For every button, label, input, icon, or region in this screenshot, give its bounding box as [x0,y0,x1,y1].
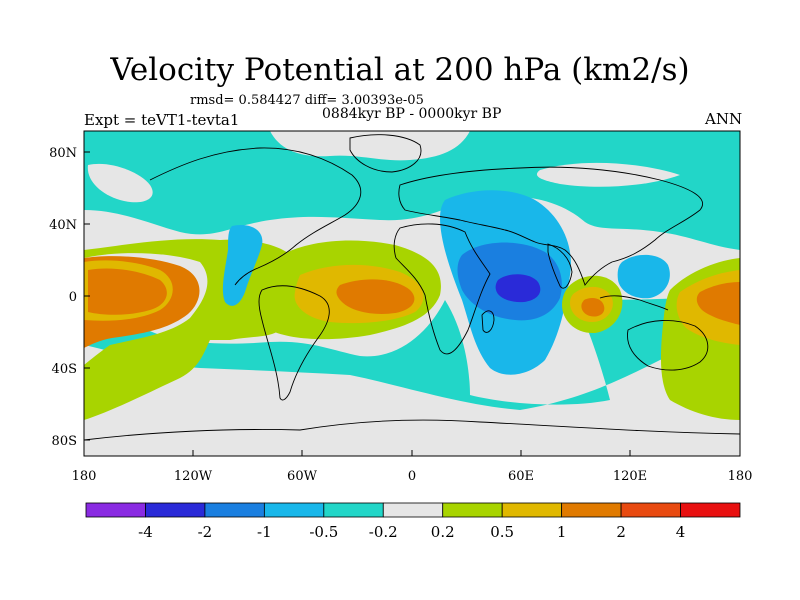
colorbar: -4 -2 -1 -0.5 -0.2 0.2 0.5 1 2 4 [85,502,741,541]
colorbar-label: 0.5 [490,523,514,541]
colorbar-swatch [680,502,741,518]
contour-cyan-south [84,295,740,410]
colorbar-label: 2 [616,523,626,541]
colorbar-swatch [442,502,503,518]
colorbar-swatch [382,502,444,518]
experiment-label: Expt = teVT1-tevta1 [84,111,240,129]
colorbar-swatch [561,502,622,518]
map-title: Velocity Potential at 200 hPa (km2/s) [110,52,690,88]
lat-label: 40S [52,362,77,377]
period-text: 0884kyr BP - 0000kyr BP [322,106,502,122]
coast-india [547,243,573,289]
coast-north-america [149,147,362,286]
colorbar-swatch [145,502,206,518]
lon-label: 60E [508,469,534,484]
lat-label: 40N [49,218,77,233]
contour-darkblue-africa [495,274,541,303]
lon-axis: 180 120W 60W 0 60E 120E 180 [72,450,753,484]
coast-eurasia [398,166,703,286]
coastlines [84,134,740,441]
colorbar-label: -2 [198,523,213,541]
contour-field [84,131,740,456]
colorbar-swatch [263,502,325,518]
season-label: ANN [705,110,743,128]
colorbar-label: 1 [557,523,567,541]
lat-label: 80S [52,434,77,449]
contour-cyan-america [222,224,263,306]
lon-label: 180 [728,469,753,484]
coast-madagascar [481,310,495,333]
lon-label: 180 [72,469,97,484]
contour-red-west [88,268,167,315]
colorbar-swatch [323,502,384,518]
coast-antarctica [84,419,740,441]
colorbar-swatch [85,502,146,518]
lon-label: 60W [287,469,318,484]
coast-south-america [258,285,330,401]
colorbar-swatch [204,502,265,518]
colorbar-label: 0.2 [431,523,455,541]
contour-light-arctic [270,131,470,161]
lon-label: 120W [174,469,213,484]
lat-axis: 80N 40N 0 40S 80S [49,146,90,449]
colorbar-label: 4 [676,523,686,541]
contour-orange-east [696,282,740,325]
colorbar-label: -0.2 [369,523,398,541]
lat-label: 0 [69,290,77,305]
coast-greenland [349,134,422,173]
colorbar-label: -0.5 [309,523,338,541]
contour-darkorange-indian [581,298,605,317]
lat-label: 80N [49,146,77,161]
contour-orange-atlantic [336,279,415,314]
colorbar-label: -4 [138,523,153,541]
coast-africa [393,223,491,355]
contour-light-europe [536,162,680,187]
contour-light-pacific [87,163,153,203]
colorbar-label: -1 [257,523,272,541]
lon-label: 120E [613,469,647,484]
lon-label: 0 [408,469,416,484]
coast-indonesia [599,295,669,311]
coast-australia [627,319,709,371]
stats-text: rmsd= 0.584427 diff= 3.00393e-05 [190,93,424,108]
colorbar-swatch [501,502,563,518]
contour-cyan-north [84,131,740,250]
colorbar-swatch [620,502,681,518]
contour-cyan-india [617,254,670,299]
